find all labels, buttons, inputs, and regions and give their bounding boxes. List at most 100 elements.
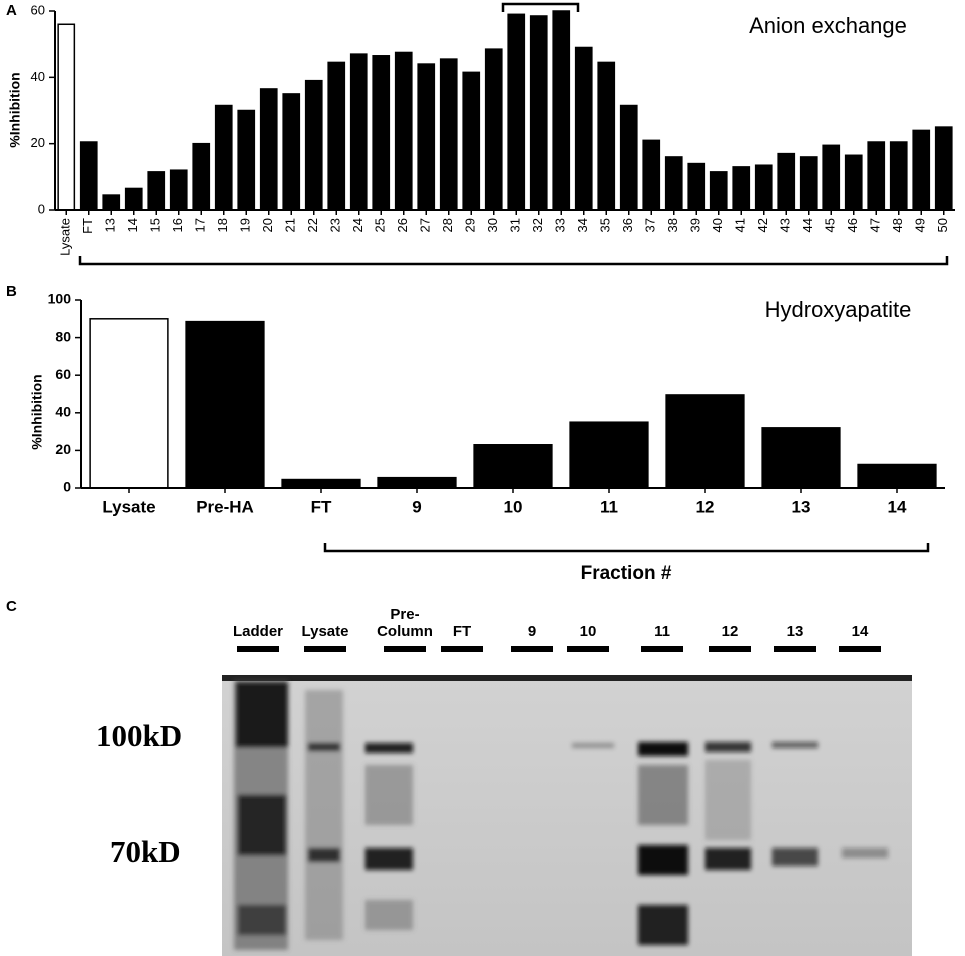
x-tick-label: 12: [696, 497, 715, 516]
bar: [665, 394, 745, 489]
chart-title: Hydroxyapatite: [765, 297, 912, 322]
lane-label: Ladder: [232, 623, 283, 640]
lane-label: 11: [654, 623, 670, 640]
x-tick-label: FT: [311, 497, 332, 516]
x-tick-label: 20: [260, 218, 275, 232]
x-tick-label: 13: [792, 497, 811, 516]
lane-label: 10: [579, 623, 597, 640]
y-tick-label: 0: [38, 201, 45, 216]
bar: [799, 156, 818, 211]
x-tick-label: 10: [504, 497, 523, 516]
lane-label: 13: [786, 623, 804, 640]
bracket: [78, 256, 949, 266]
x-tick-label: 33: [553, 218, 568, 232]
lane-bar: [774, 646, 816, 652]
x-tick-label: FT: [80, 218, 95, 234]
bar: [761, 427, 841, 489]
bar: [473, 444, 553, 489]
bar: [259, 88, 278, 211]
y-tick-label: 100: [48, 291, 72, 307]
bar: [304, 79, 323, 211]
y-tick-label: 40: [55, 404, 71, 420]
chart-title: Anion exchange: [749, 13, 907, 38]
bar: [687, 162, 706, 211]
bar: [507, 13, 526, 211]
bar: [79, 141, 98, 211]
bar: [102, 194, 121, 211]
panel-label: C: [6, 598, 17, 615]
x-axis-label: Fraction #: [581, 563, 672, 584]
y-axis-label: %Inhibition: [7, 72, 23, 147]
bracket: [323, 543, 930, 553]
bracket: [501, 2, 580, 12]
x-tick-label: 15: [148, 218, 163, 232]
bar: [569, 421, 649, 489]
y-tick-label: 20: [31, 135, 45, 150]
bar: [147, 171, 166, 211]
x-tick-label: 49: [913, 218, 928, 232]
x-tick-label: 29: [463, 218, 478, 232]
x-tick-label: 41: [733, 218, 748, 232]
bar: [857, 463, 937, 489]
y-tick-label: 20: [55, 441, 71, 457]
y-tick-label: 40: [31, 69, 45, 84]
panel-label: B: [6, 283, 17, 300]
gel-marker: 100kD: [96, 718, 183, 753]
bar: [169, 169, 188, 211]
bar: [349, 53, 368, 211]
bar: [867, 141, 886, 211]
x-tick-label: 28: [440, 218, 455, 232]
bar: [709, 171, 728, 211]
bar: [372, 55, 391, 211]
lane-label: 12: [721, 623, 739, 640]
bar: [934, 126, 953, 211]
bar: [417, 63, 436, 211]
lane-bar: [304, 646, 346, 652]
y-tick-label: 60: [55, 366, 71, 382]
x-tick-label: 25: [373, 218, 388, 232]
x-tick-label: 35: [598, 218, 613, 232]
gel-marker: 70kD: [110, 834, 181, 869]
x-tick-label: 16: [170, 218, 185, 232]
x-tick-label: 23: [328, 218, 343, 232]
bar: [777, 152, 796, 211]
y-tick-label: 60: [31, 2, 45, 17]
bar: [619, 104, 638, 211]
lane-label: 14: [851, 623, 869, 640]
bar: [529, 15, 548, 211]
x-tick-label: 17: [193, 218, 208, 232]
x-tick-label: 18: [215, 218, 230, 232]
x-tick-label: 21: [283, 218, 298, 232]
bar: [124, 187, 143, 211]
y-tick-label: 0: [63, 479, 71, 495]
bar: [822, 144, 841, 211]
bar: [754, 164, 773, 211]
x-tick-label: 47: [868, 218, 883, 232]
bar: [889, 141, 908, 211]
x-tick-label: 32: [530, 218, 545, 232]
lane-bar: [641, 646, 683, 652]
x-tick-label: 48: [890, 218, 905, 232]
x-tick-label: 22: [305, 218, 320, 232]
x-tick-label: 46: [845, 218, 860, 232]
bar: [642, 139, 661, 211]
lane-label: FT: [452, 623, 472, 640]
x-tick-label: 44: [800, 218, 815, 232]
x-tick-label: 14: [125, 218, 140, 232]
bar: [237, 109, 256, 211]
x-tick-label: 14: [888, 497, 907, 516]
bar: [597, 61, 616, 211]
lane-bar: [511, 646, 553, 652]
x-tick-label: 31: [508, 218, 523, 232]
gel-image: [222, 675, 912, 956]
x-tick-label: Lysate: [58, 218, 73, 256]
x-tick-label: 24: [350, 218, 365, 232]
x-tick-label: 27: [418, 218, 433, 232]
x-tick-label: 26: [395, 218, 410, 232]
x-tick-label: Pre-HA: [196, 497, 254, 516]
x-tick-label: 40: [710, 218, 725, 232]
lane-bar: [567, 646, 609, 652]
bar: [844, 154, 863, 211]
